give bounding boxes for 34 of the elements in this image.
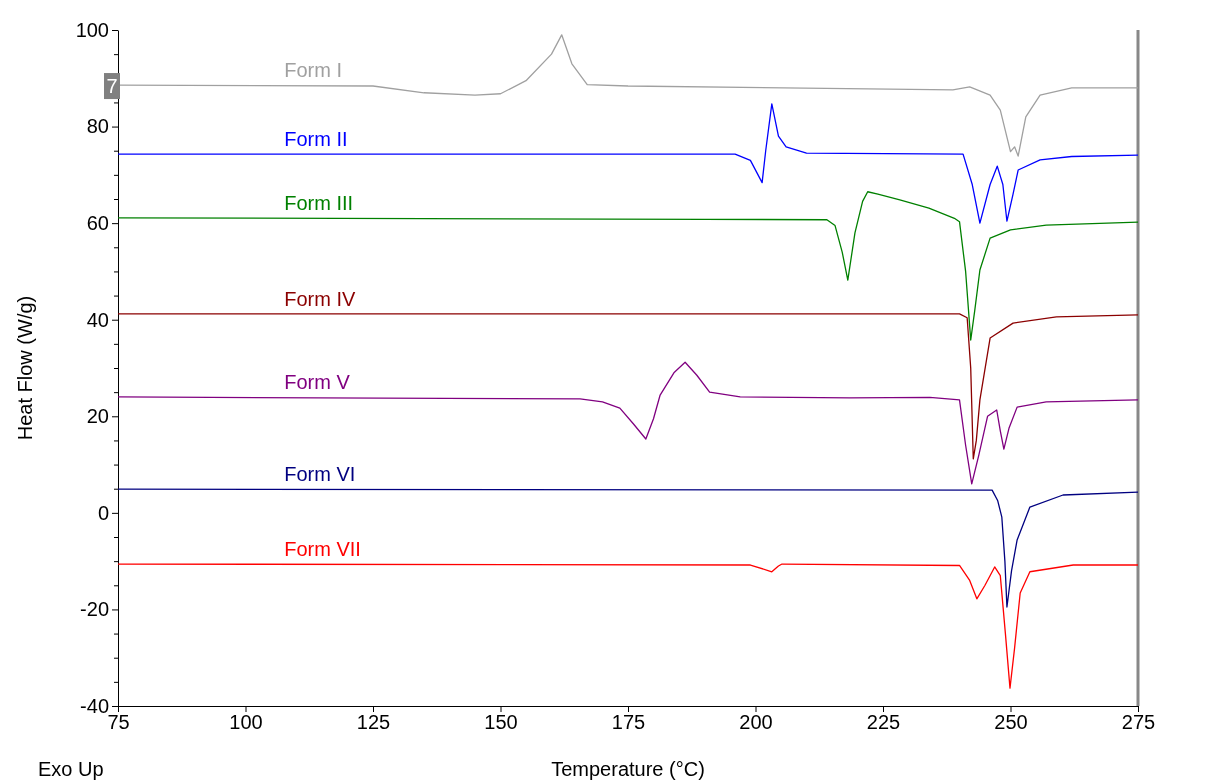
x-axis-title: Temperature (°C) <box>551 758 705 780</box>
line-series <box>117 361 1139 485</box>
line-series <box>117 191 1139 341</box>
series-label: Form II <box>284 128 348 151</box>
y-tick-label: -40 <box>80 694 109 717</box>
x-tick-label: 225 <box>866 711 901 734</box>
curve-number-tag: 7 <box>104 73 120 100</box>
line-series <box>117 313 1139 460</box>
x-tick-label: 100 <box>229 711 263 734</box>
x-tick-label: 250 <box>994 711 1028 734</box>
y-tick-label: 0 <box>97 501 109 524</box>
y-tick-label: 60 <box>86 212 109 235</box>
x-tick-label: 125 <box>356 711 391 734</box>
x-tick-label: 200 <box>739 711 773 734</box>
line-series <box>117 488 1139 608</box>
series-label: Form V <box>284 370 351 393</box>
y-tick-label: -20 <box>80 598 109 621</box>
y-tick-label: 80 <box>86 115 109 138</box>
line-series <box>117 563 1139 689</box>
x-tick-label: 150 <box>484 711 518 734</box>
series-label: Form VII <box>284 538 361 561</box>
series-label: Form III <box>284 191 354 214</box>
line-series <box>117 103 1139 224</box>
y-axis-title: Heat Flow (W/g) <box>14 295 36 441</box>
y-tick-label: 20 <box>86 405 109 428</box>
x-tick-label: 275 <box>1121 711 1156 734</box>
y-tick-label: 100 <box>75 18 109 41</box>
series-label: Form VI <box>284 463 356 486</box>
series-label: Form IV <box>284 287 357 310</box>
x-tick-label: 75 <box>107 711 130 734</box>
series-label: Form I <box>284 59 343 82</box>
x-tick-label: 175 <box>611 711 646 734</box>
text: Exo Up <box>38 758 104 780</box>
y-tick-label: 40 <box>86 308 109 331</box>
